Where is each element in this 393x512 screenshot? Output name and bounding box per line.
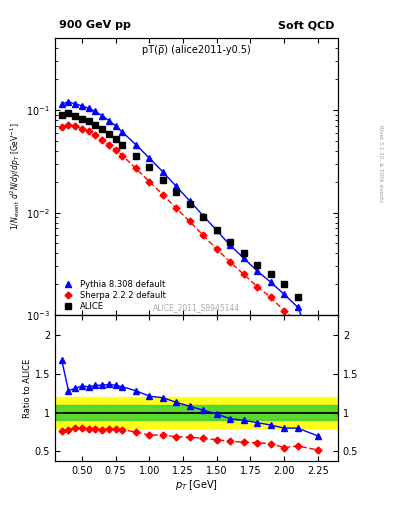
Pythia 8.308 default [59,101,64,107]
Sherpa 2.2.2 default [295,319,300,326]
Sherpa 2.2.2 default [120,153,125,159]
Pythia 8.308 default [316,351,320,357]
ALICE [201,214,206,220]
ALICE [113,136,118,142]
Text: ALICE_2011_S8945144: ALICE_2011_S8945144 [153,304,240,312]
ALICE [134,153,138,159]
ALICE [120,142,125,148]
ALICE [174,188,179,195]
Sherpa 2.2.2 default [147,179,152,185]
ALICE [255,262,259,268]
Pythia 8.308 default [174,183,179,189]
Sherpa 2.2.2 default [268,294,273,300]
ALICE [107,131,111,137]
ALICE [295,294,300,300]
Pythia 8.308 default [160,169,165,175]
Sherpa 2.2.2 default [228,259,233,265]
Text: 900 GeV pp: 900 GeV pp [59,20,131,31]
Pythia 8.308 default [113,123,118,129]
Pythia 8.308 default [282,291,286,297]
Y-axis label: $1/N_\mathrm{event}\ d^2N/dy/dp_T\ [\mathrm{GeV}^{-1}]$: $1/N_\mathrm{event}\ d^2N/dy/dp_T\ [\mat… [9,123,24,230]
Pythia 8.308 default [73,101,77,107]
Legend: Pythia 8.308 default, Sherpa 2.2.2 default, ALICE: Pythia 8.308 default, Sherpa 2.2.2 defau… [59,280,166,311]
Pythia 8.308 default [295,304,300,310]
Text: pT(ρ̅) (alice2011-y0.5): pT(ρ̅) (alice2011-y0.5) [142,46,251,55]
ALICE [228,239,233,245]
Line: Pythia 8.308 default: Pythia 8.308 default [59,99,321,356]
ALICE [86,118,91,124]
Pythia 8.308 default [241,255,246,261]
ALICE [147,164,152,170]
Pythia 8.308 default [80,103,84,109]
Sherpa 2.2.2 default [100,137,105,143]
Sherpa 2.2.2 default [66,122,71,128]
Pythia 8.308 default [93,109,98,115]
ALICE [59,112,64,118]
ALICE [73,113,77,119]
ALICE [316,335,320,341]
Sherpa 2.2.2 default [80,125,84,132]
ALICE [100,126,105,132]
Sherpa 2.2.2 default [59,124,64,131]
Sherpa 2.2.2 default [255,284,259,290]
Pythia 8.308 default [201,213,206,219]
Sherpa 2.2.2 default [316,363,320,369]
ALICE [214,227,219,233]
Pythia 8.308 default [187,198,192,204]
Pythia 8.308 default [255,268,259,274]
Sherpa 2.2.2 default [93,132,98,138]
Pythia 8.308 default [268,279,273,285]
Sherpa 2.2.2 default [282,308,286,314]
Sherpa 2.2.2 default [134,165,138,172]
Pythia 8.308 default [228,242,233,248]
Pythia 8.308 default [66,99,71,105]
ALICE [268,271,273,278]
Pythia 8.308 default [147,155,152,161]
Line: Sherpa 2.2.2 default: Sherpa 2.2.2 default [59,122,320,368]
ALICE [80,116,84,122]
ALICE [187,201,192,207]
Pythia 8.308 default [100,113,105,119]
Pythia 8.308 default [214,227,219,233]
Pythia 8.308 default [120,129,125,135]
Sherpa 2.2.2 default [214,246,219,252]
ALICE [66,110,71,116]
Sherpa 2.2.2 default [201,232,206,239]
Sherpa 2.2.2 default [174,205,179,211]
Y-axis label: Ratio to ALICE: Ratio to ALICE [23,358,32,418]
Sherpa 2.2.2 default [107,142,111,148]
Sherpa 2.2.2 default [160,191,165,198]
Text: Soft QCD: Soft QCD [277,20,334,31]
Sherpa 2.2.2 default [241,271,246,278]
Pythia 8.308 default [107,117,111,123]
ALICE [93,122,98,128]
Sherpa 2.2.2 default [73,123,77,129]
ALICE [241,250,246,257]
ALICE [160,177,165,183]
Pythia 8.308 default [86,105,91,112]
Sherpa 2.2.2 default [187,219,192,225]
Line: ALICE: ALICE [58,110,321,342]
Sherpa 2.2.2 default [113,147,118,153]
Sherpa 2.2.2 default [86,129,91,135]
Pythia 8.308 default [134,142,138,148]
X-axis label: $p_T\ [\mathrm{GeV}]$: $p_T\ [\mathrm{GeV}]$ [175,478,218,493]
ALICE [282,281,286,287]
Text: Rivet 3.1.10, ≥ 500k events: Rivet 3.1.10, ≥ 500k events [379,125,384,202]
